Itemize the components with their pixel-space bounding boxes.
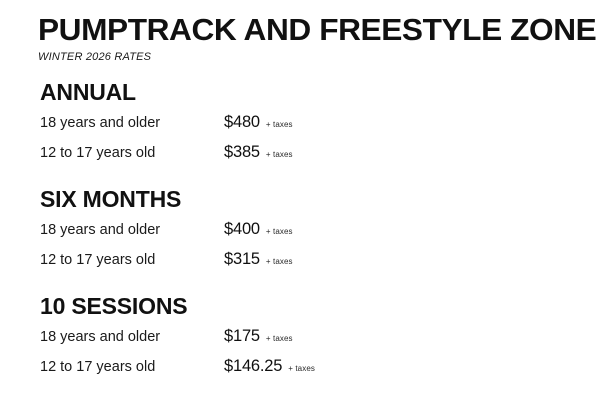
rate-section-10-sessions: 10 SESSIONS 18 years and older $175 + ta… [40, 294, 580, 387]
rate-label: 18 years and older [40, 329, 161, 346]
rate-price-group: $385 + taxes [224, 143, 293, 162]
rate-price: $175 [224, 327, 260, 346]
rate-row: 18 years and older $175 + taxes [40, 327, 580, 357]
rate-label: 18 years and older [40, 221, 161, 238]
section-heading: SIX MONTHS [40, 185, 182, 212]
rate-price-group: $315 + taxes [224, 250, 293, 269]
rate-taxes-note: + taxes [265, 119, 293, 129]
rate-price-group: $175 + taxes [224, 327, 293, 346]
section-heading: ANNUAL [40, 78, 136, 105]
page-title: PUMPTRACK AND FREESTYLE ZONE [38, 12, 597, 47]
rate-sections: ANNUAL 18 years and older $480 + taxes 1… [0, 63, 600, 387]
rate-price: $146.25 [224, 357, 283, 376]
page-subtitle: WINTER 2026 RATES [38, 50, 152, 63]
rate-row: 12 to 17 years old $385 + taxes [40, 143, 580, 173]
rate-price: $480 [224, 112, 260, 131]
rate-taxes-note: + taxes [265, 226, 293, 236]
rate-price-group: $146.25 + taxes [224, 357, 315, 376]
poster-header: PUMPTRACK AND FREESTYLE ZONE WINTER 2026… [0, 0, 600, 63]
rate-row: 12 to 17 years old $146.25 + taxes [40, 357, 580, 387]
rate-row: 18 years and older $400 + taxes [40, 220, 580, 250]
rate-section-six-months: SIX MONTHS 18 years and older $400 + tax… [40, 187, 580, 280]
rate-price: $315 [224, 249, 260, 268]
rate-label: 18 years and older [40, 114, 161, 131]
section-heading: 10 SESSIONS [40, 292, 188, 319]
rate-row: 12 to 17 years old $315 + taxes [40, 250, 580, 280]
rate-row: 18 years and older $480 + taxes [40, 113, 580, 143]
rate-label: 12 to 17 years old [40, 144, 156, 161]
rate-section-annual: ANNUAL 18 years and older $480 + taxes 1… [40, 78, 580, 173]
rate-taxes-note: + taxes [265, 256, 293, 266]
rate-taxes-note: + taxes [265, 334, 293, 344]
rate-label: 12 to 17 years old [40, 359, 156, 376]
rate-taxes-note: + taxes [288, 364, 315, 374]
rate-taxes-note: + taxes [265, 149, 293, 159]
rate-price-group: $400 + taxes [224, 220, 293, 239]
rate-price: $400 [224, 219, 260, 238]
rate-price: $385 [224, 142, 260, 161]
rate-label: 12 to 17 years old [40, 251, 156, 268]
rate-price-group: $480 + taxes [224, 113, 293, 132]
